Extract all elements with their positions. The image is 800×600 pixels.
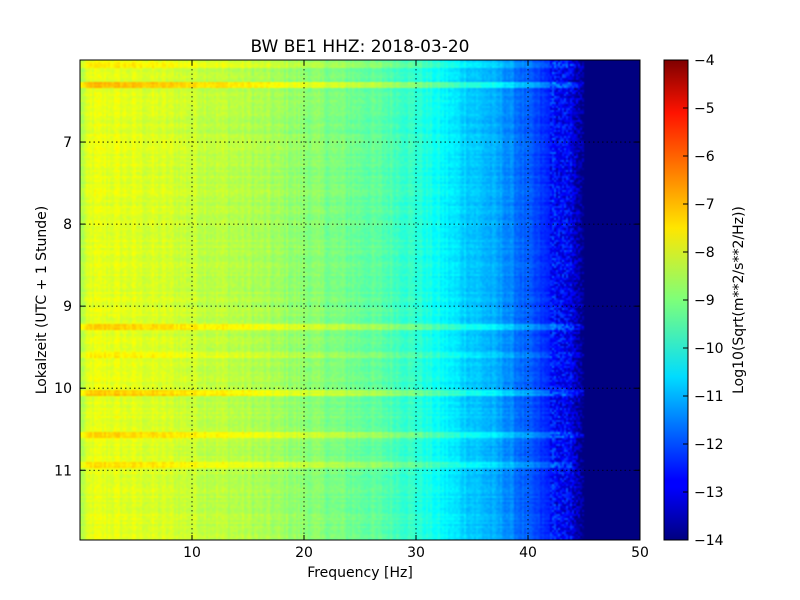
grid-lines xyxy=(80,60,640,540)
colorbar-ticks: −4 −5 −6 −7 −8 −9 −10 −11 −12 −13 −14 xyxy=(683,53,724,549)
x-axis-label: Frequency [Hz] xyxy=(307,565,413,581)
x-tick-label: 50 xyxy=(631,545,649,561)
colorbar-tick-label: −12 xyxy=(694,437,724,453)
y-tick-label: 10 xyxy=(54,381,72,397)
x-tick-label: 10 xyxy=(183,545,201,561)
x-tick-label: 20 xyxy=(295,545,313,561)
y-axis-label: Lokalzeit (UTC + 1 Stunde) xyxy=(34,206,50,395)
colorbar-tick-label: −11 xyxy=(694,389,724,405)
y-tick-label: 8 xyxy=(63,217,72,233)
colorbar-tick-label: −13 xyxy=(694,485,724,501)
colorbar-tick-label: −9 xyxy=(694,293,715,309)
x-tick-label: 30 xyxy=(407,545,425,561)
y-tick-label: 9 xyxy=(63,299,72,315)
spectrogram-heatmap xyxy=(80,60,640,540)
x-axis-ticks: 10 20 30 40 50 xyxy=(183,60,649,561)
y-tick-label: 7 xyxy=(63,135,72,151)
x-tick-label: 40 xyxy=(519,545,537,561)
y-axis-ticks: 7 8 9 10 11 xyxy=(54,135,640,479)
colorbar-tick-label: −5 xyxy=(694,101,715,117)
colorbar-label: Log10(Sqrt(m**2/s**2/Hz)) xyxy=(731,206,747,394)
chart-title: BW BE1 HHZ: 2018-03-20 xyxy=(250,37,469,57)
colorbar-tick-label: −14 xyxy=(694,533,724,549)
y-tick-label: 11 xyxy=(54,463,72,479)
colorbar-tick-label: −8 xyxy=(694,245,715,261)
plot-frame xyxy=(79,59,641,541)
colorbar-tick-label: −7 xyxy=(694,197,715,213)
colorbar: −4 −5 −6 −7 −8 −9 −10 −11 −12 −13 −14 Log10(Sqrt(m… xyxy=(663,53,747,549)
colorbar-tick-label: −10 xyxy=(694,341,724,357)
spectrogram-image xyxy=(80,60,640,540)
colorbar-tick-label: −4 xyxy=(694,53,715,69)
colorbar-tick-label: −6 xyxy=(694,149,715,165)
